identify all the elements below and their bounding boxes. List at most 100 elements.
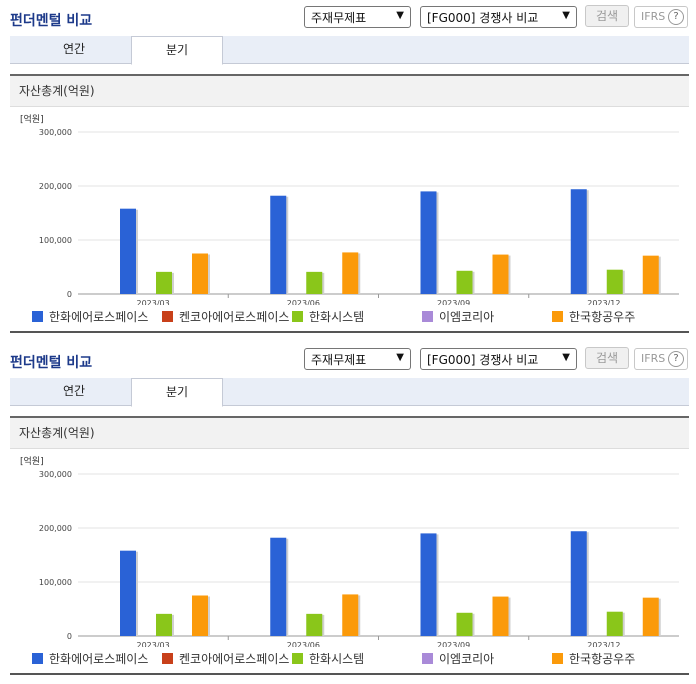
fundamental-panel: 펀더멘털 비교 주재무제표 ▼ [FG000] 경쟁사 비교 ▼ 검색 IFRS…: [10, 5, 689, 333]
legend-label: 이엠코리아: [439, 652, 495, 666]
bar: [606, 269, 623, 294]
ifrs-button[interactable]: IFRS ?: [634, 6, 688, 28]
bar: [270, 195, 287, 294]
bar: [456, 612, 473, 636]
peer-group-select[interactable]: [FG000] 경쟁사 비교 ▼: [420, 6, 577, 28]
legend-label: 켄코아에어로스페이스: [179, 310, 290, 324]
ifrs-label: IFRS: [641, 352, 666, 365]
help-icon[interactable]: ?: [668, 351, 684, 367]
bar: [606, 611, 623, 636]
legend-item[interactable]: 한화시스템: [292, 650, 364, 667]
bar: [192, 253, 208, 294]
legend-label: 한국항공우주: [569, 310, 636, 324]
legend-item[interactable]: 켄코아에어로스페이스: [162, 308, 289, 325]
x-tick-label: 2023/09: [437, 641, 470, 647]
bar: [156, 271, 172, 294]
chart-legend: 한화에어로스페이스 켄코아에어로스페이스 한화시스템 이엠코리아 한국항공우주: [32, 650, 672, 666]
bar: [342, 252, 359, 294]
bar: [342, 594, 359, 636]
legend-swatch: [32, 311, 43, 322]
legend-swatch: [32, 653, 43, 664]
x-tick-label: 2023/06: [287, 299, 320, 305]
x-tick-label: 2023/03: [137, 641, 170, 647]
period-tabs: 연간 분기: [10, 378, 689, 407]
bar: [420, 533, 437, 636]
bar: [306, 271, 323, 294]
ifrs-label: IFRS: [641, 10, 666, 23]
legend-swatch: [422, 311, 433, 322]
peer-group-select[interactable]: [FG000] 경쟁사 비교 ▼: [420, 348, 577, 370]
search-button[interactable]: 검색: [585, 347, 629, 369]
y-axis-label: [억원]: [20, 455, 44, 467]
legend-swatch: [292, 653, 303, 664]
panel-divider: [10, 673, 689, 675]
legend-swatch: [292, 311, 303, 322]
peer-group-value: [FG000] 경쟁사 비교: [427, 11, 539, 25]
legend-item[interactable]: 이엠코리아: [422, 650, 494, 667]
bar: [306, 613, 323, 636]
statement-type-value: 주재무제표: [311, 353, 367, 367]
ifrs-button[interactable]: IFRS ?: [634, 348, 688, 370]
bar-chart: [억원] 0 100,000 200,000 300,000 2023/03 2023/06…: [20, 455, 679, 647]
panel-title: 펀더멘털 비교: [10, 13, 93, 29]
section-header: 자산총계(억원): [10, 74, 689, 107]
tab-quarterly[interactable]: 분기: [131, 378, 223, 407]
y-tick-label: 200,000: [39, 524, 72, 533]
bar: [270, 537, 287, 636]
bar: [642, 597, 659, 636]
bar: [156, 613, 172, 636]
chevron-down-icon: ▼: [396, 352, 404, 363]
y-tick-label: 300,000: [39, 470, 72, 479]
chevron-down-icon: ▼: [562, 352, 570, 363]
statement-type-select[interactable]: 주재무제표 ▼: [304, 348, 411, 370]
bar: [120, 550, 136, 636]
x-tick-label: 2023/09: [437, 299, 470, 305]
statement-type-value: 주재무제표: [311, 11, 367, 25]
tab-quarterly[interactable]: 분기: [131, 36, 223, 65]
legend-swatch: [552, 311, 563, 322]
x-tick-label: 2023/06: [287, 641, 320, 647]
peer-group-value: [FG000] 경쟁사 비교: [427, 353, 539, 367]
legend-item[interactable]: 이엠코리아: [422, 308, 494, 325]
bar: [192, 595, 208, 636]
legend-swatch: [552, 653, 563, 664]
period-tabs: 연간 분기: [10, 36, 689, 65]
legend-swatch: [162, 653, 173, 664]
statement-type-select[interactable]: 주재무제표 ▼: [304, 6, 411, 28]
bar-chart: [억원] 0 100,000 200,000 300,000 2023/03 2023/06…: [20, 113, 679, 305]
y-tick-label: 100,000: [39, 236, 72, 245]
help-icon[interactable]: ?: [668, 9, 684, 25]
legend-swatch: [162, 311, 173, 322]
bar: [492, 254, 509, 294]
x-tick-label: 2023/12: [587, 299, 620, 305]
panel-title: 펀더멘털 비교: [10, 355, 93, 371]
legend-label: 한화시스템: [309, 652, 365, 666]
y-tick-label: 0: [67, 632, 72, 641]
section-header: 자산총계(억원): [10, 416, 689, 449]
y-tick-label: 100,000: [39, 578, 72, 587]
chart-legend: 한화에어로스페이스 켄코아에어로스페이스 한화시스템 이엠코리아 한국항공우주: [32, 308, 672, 324]
y-tick-label: 300,000: [39, 128, 72, 137]
legend-item[interactable]: 한화에어로스페이스: [32, 650, 148, 667]
legend-label: 한화에어로스페이스: [49, 652, 149, 666]
tab-annual[interactable]: 연간: [62, 42, 86, 56]
legend-item[interactable]: 한화시스템: [292, 308, 364, 325]
bar: [456, 270, 473, 294]
panel-divider: [10, 331, 689, 333]
legend-item[interactable]: 한화에어로스페이스: [32, 308, 148, 325]
legend-item[interactable]: 한국항공우주: [552, 650, 635, 667]
y-tick-label: 0: [67, 290, 72, 299]
legend-label: 한국항공우주: [569, 652, 636, 666]
x-tick-label: 2023/12: [587, 641, 620, 647]
legend-item[interactable]: 한국항공우주: [552, 308, 635, 325]
chevron-down-icon: ▼: [562, 10, 570, 21]
y-axis-label: [억원]: [20, 113, 44, 125]
bar: [570, 531, 587, 636]
bar: [420, 191, 437, 294]
chevron-down-icon: ▼: [396, 10, 404, 21]
legend-swatch: [422, 653, 433, 664]
search-button[interactable]: 검색: [585, 5, 629, 27]
y-tick-label: 200,000: [39, 182, 72, 191]
legend-item[interactable]: 켄코아에어로스페이스: [162, 650, 289, 667]
tab-annual[interactable]: 연간: [62, 384, 86, 398]
